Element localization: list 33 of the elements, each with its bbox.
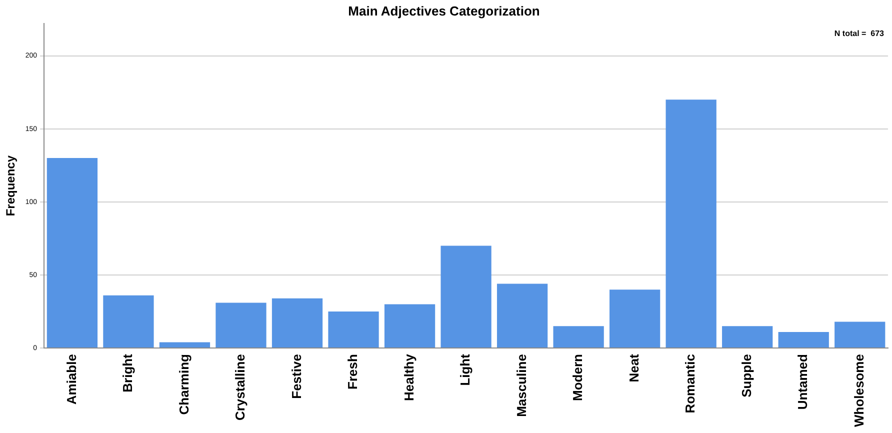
y-axis-title: Frequency	[4, 155, 18, 216]
x-tick-label: Wholesome	[851, 354, 866, 428]
x-tick-label: Supple	[738, 354, 754, 398]
bar	[834, 322, 886, 348]
x-tick-label: Untamed	[795, 354, 810, 410]
annotation: N total = 673	[834, 28, 885, 38]
x-tick-label: Festive	[288, 354, 304, 399]
bar	[610, 290, 660, 348]
x-tick-label: Masculine	[514, 354, 529, 417]
x-tick-label: Modern	[570, 354, 586, 401]
bar	[722, 326, 773, 348]
chart-title: Main Adjectives Categorization	[348, 3, 540, 18]
bar	[216, 302, 266, 348]
bar	[272, 298, 323, 348]
x-tick-label: Charming	[176, 354, 192, 415]
x-tick-label: Neat	[626, 353, 642, 382]
bar	[778, 332, 829, 348]
bar	[553, 326, 604, 348]
x-tick-label: Bright	[120, 353, 136, 392]
bar	[159, 342, 210, 348]
x-tick-label: Fresh	[345, 354, 360, 390]
bar	[328, 312, 379, 348]
x-tick-label: Crystalline	[232, 354, 248, 421]
bar	[384, 304, 436, 348]
x-tick-label: Amiable	[64, 354, 79, 405]
bar	[496, 284, 548, 348]
x-tick-label: Light	[458, 353, 473, 386]
bar	[46, 158, 98, 348]
bar	[440, 246, 492, 348]
bar	[666, 100, 716, 348]
x-tick-label: Healthy	[401, 353, 416, 402]
bar	[103, 295, 154, 348]
x-tick-label: Romantic	[682, 354, 698, 414]
